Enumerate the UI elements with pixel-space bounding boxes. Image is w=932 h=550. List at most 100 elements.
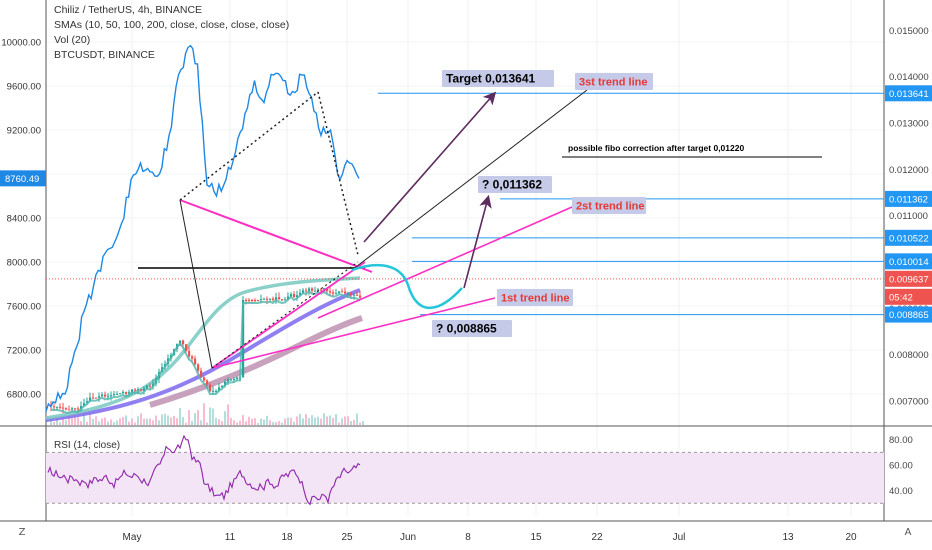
sma-legend[interactable]: SMAs (10, 50, 100, 200, close, close, cl… [54, 19, 290, 31]
volume-bar [257, 422, 259, 425]
x-tick-label: 8 [465, 532, 471, 543]
x-tick-label: 18 [281, 532, 293, 543]
volume-bar [332, 417, 334, 425]
candle-body [194, 358, 197, 365]
volume-bar [314, 417, 316, 425]
auto-scale-button[interactable]: A [904, 527, 912, 538]
volume-bar [182, 417, 184, 425]
candle-body [74, 408, 77, 410]
volume-bar [275, 422, 277, 425]
candle-body [218, 387, 221, 391]
candle-body [314, 290, 317, 292]
volume-bar [83, 413, 85, 425]
volume-bar [350, 420, 352, 425]
volume-bar [260, 418, 262, 425]
right-badge-label: 0.013641 [889, 89, 929, 100]
candle-body [59, 406, 62, 408]
candle-body [248, 300, 251, 301]
candle-body [68, 409, 71, 411]
volume-bar [266, 415, 268, 425]
candle-body [131, 389, 134, 393]
candle-body [338, 291, 341, 294]
right-badge-label: 0.009637 [889, 274, 929, 285]
volume-bar [110, 419, 112, 425]
zoom-button[interactable]: Z [18, 527, 26, 538]
annotation-first-trend-box [497, 289, 573, 306]
candle-body [209, 384, 212, 392]
volume-bar [185, 422, 187, 425]
volume-bar [215, 417, 217, 425]
volume-bar [287, 417, 289, 425]
right-tick-label: 0.008000 [889, 350, 929, 361]
candle-body [116, 393, 119, 395]
volume-bar [92, 418, 94, 425]
candle-body [287, 296, 290, 300]
candle-body [233, 378, 236, 380]
dotted-top-line [179, 91, 319, 201]
volume-bar [164, 413, 166, 425]
volume-bar [227, 404, 229, 425]
volume-bar [359, 422, 361, 425]
volume-bar [161, 414, 163, 425]
impulse-line [179, 199, 213, 369]
volume-bar [293, 421, 295, 425]
volume-bar [143, 418, 145, 425]
annotation-target-box [442, 70, 554, 87]
left-tick-label: 7600.00 [7, 302, 41, 313]
candle-body [278, 297, 281, 300]
candle-body [140, 389, 143, 391]
volume-bar [212, 408, 214, 425]
candle-body [89, 397, 92, 402]
compare-legend[interactable]: BTCUSDT, BINANCE [54, 49, 155, 61]
candle-body [125, 391, 128, 394]
candle-body [56, 406, 59, 408]
candle-body [110, 395, 113, 397]
x-tick-label: 15 [530, 532, 542, 543]
right-tick-label: 0.012000 [889, 165, 929, 176]
volume-bar [98, 421, 100, 425]
x-tick-label: 22 [591, 532, 603, 543]
vol-legend[interactable]: Vol (20) [54, 34, 91, 46]
volume-bar [95, 416, 97, 425]
right-badge-box [885, 253, 932, 270]
candle-body [230, 379, 233, 381]
volume-bar [242, 415, 244, 425]
volume-bar [305, 414, 307, 425]
volume-bar [236, 422, 238, 425]
candle-body [350, 293, 353, 296]
candle-body [113, 394, 116, 396]
volume-bar [173, 415, 175, 425]
candle-body [77, 408, 80, 410]
volume-bar [68, 416, 70, 425]
volume-bar [152, 420, 154, 425]
volume-bar [65, 420, 67, 425]
x-tick-label: May [123, 532, 142, 543]
volume-bar [80, 421, 82, 425]
annotation-second-trend-box [572, 197, 646, 214]
right-tick-label: 0.014000 [889, 72, 929, 83]
left-tick-label: 6800.00 [7, 390, 41, 401]
volume-bar [119, 418, 121, 425]
candle-body [188, 350, 191, 357]
candle-body [119, 393, 122, 395]
volume-bar [128, 421, 130, 425]
volume-bar [290, 417, 292, 425]
candle-body [320, 289, 323, 291]
candle-body [317, 289, 320, 291]
candle-body [128, 392, 131, 394]
volume-bar [269, 420, 271, 425]
volume-bar [191, 421, 193, 425]
candle-body [263, 298, 266, 300]
volume-bar [53, 421, 55, 425]
candle-body [254, 300, 257, 301]
volume-bar [179, 407, 181, 425]
volume-bar [224, 411, 226, 425]
volume-bar [248, 416, 250, 425]
volume-bar [362, 421, 364, 425]
x-tick-label: Jun [400, 532, 416, 543]
rsi-legend[interactable]: RSI (14, close) [54, 440, 121, 451]
volume-bar [299, 413, 301, 425]
sma10-line [50, 289, 361, 414]
rsi-tick-label: 60.00 [889, 461, 913, 472]
